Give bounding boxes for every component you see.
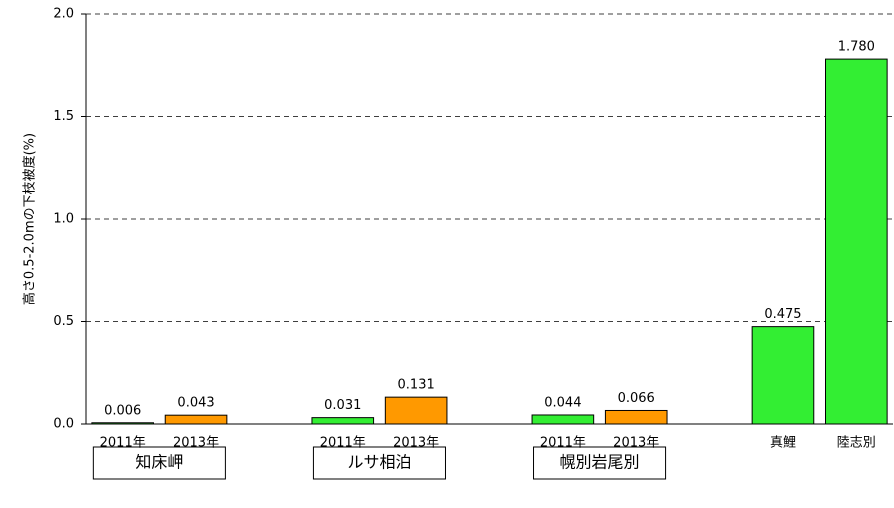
bar: [604, 409, 668, 425]
group-box: [312, 446, 446, 480]
bar: [384, 396, 448, 425]
group-label: ルサ相泊: [347, 453, 411, 472]
group-label: 知床岬: [135, 453, 183, 472]
x-tick-label: 2011年: [320, 436, 366, 451]
group-label: 幌別岩尾別: [560, 453, 640, 472]
value-label: 0.475: [764, 307, 801, 322]
x-tick-label: 2011年: [100, 436, 146, 451]
y-tick-label: 1.0: [53, 212, 74, 227]
value-label: 0.066: [618, 391, 655, 406]
bar: [825, 58, 888, 425]
x-tick-label: 真鯉: [770, 436, 796, 451]
bar: [311, 417, 375, 425]
group-box: [533, 446, 667, 480]
y-tick-label: 0.5: [53, 314, 74, 329]
value-label: 0.006: [104, 403, 141, 418]
bar: [91, 422, 154, 425]
value-label: 0.044: [544, 395, 581, 410]
group-box: [92, 446, 226, 480]
x-tick-label: 2013年: [393, 436, 439, 451]
bar: [531, 414, 595, 425]
y-tick-label: 1.5: [53, 109, 74, 124]
bar: [751, 326, 815, 425]
bar: [164, 414, 228, 425]
x-tick-label: 2013年: [613, 436, 659, 451]
value-label: 0.031: [324, 398, 361, 413]
y-tick-label: 0.0: [53, 417, 74, 432]
y-axis-label: 高さ0.5-2.0mの下枝被度(%): [22, 133, 38, 305]
value-label: 1.780: [838, 40, 875, 55]
value-label: 0.131: [398, 378, 435, 393]
y-tick-label: 2.0: [53, 7, 74, 22]
x-tick-label: 2011年: [540, 436, 586, 451]
value-label: 0.043: [177, 396, 214, 411]
x-tick-label: 陸志別: [837, 435, 876, 451]
x-tick-label: 2013年: [173, 436, 219, 451]
